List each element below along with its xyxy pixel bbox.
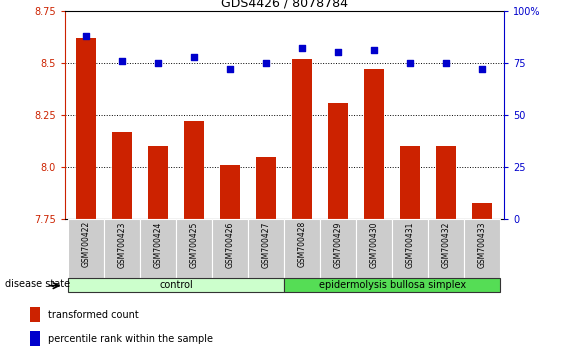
Text: GSM700431: GSM700431 — [406, 221, 415, 268]
Text: percentile rank within the sample: percentile rank within the sample — [48, 333, 213, 344]
Point — [442, 60, 451, 66]
Bar — [248, 219, 284, 278]
Text: GSM700427: GSM700427 — [262, 221, 271, 268]
Bar — [400, 147, 420, 219]
Text: GSM700428: GSM700428 — [298, 221, 307, 268]
Text: transformed count: transformed count — [48, 310, 138, 320]
Point — [190, 54, 199, 59]
Bar — [30, 331, 40, 346]
Bar — [221, 165, 240, 219]
Text: GSM700430: GSM700430 — [370, 221, 379, 268]
Bar — [284, 278, 501, 292]
Point — [118, 58, 127, 64]
Bar — [68, 278, 284, 292]
Text: disease state: disease state — [5, 279, 70, 289]
Bar — [68, 219, 104, 278]
Bar — [176, 219, 212, 278]
Bar — [328, 103, 348, 219]
Text: GSM700424: GSM700424 — [154, 221, 163, 268]
Bar — [392, 219, 428, 278]
Bar — [364, 69, 384, 219]
Text: GSM700426: GSM700426 — [226, 221, 235, 268]
Point — [406, 60, 415, 66]
Bar — [256, 157, 276, 219]
Bar — [284, 219, 320, 278]
Text: GSM700429: GSM700429 — [334, 221, 343, 268]
Title: GDS4426 / 8078784: GDS4426 / 8078784 — [221, 0, 348, 10]
Text: epidermolysis bullosa simplex: epidermolysis bullosa simplex — [319, 280, 466, 290]
Bar — [30, 307, 40, 322]
Point — [370, 47, 379, 53]
Bar — [104, 219, 140, 278]
Bar — [428, 219, 464, 278]
Bar — [464, 219, 501, 278]
Bar — [320, 219, 356, 278]
Bar — [149, 147, 168, 219]
Bar — [212, 219, 248, 278]
Bar — [292, 59, 312, 219]
Bar — [140, 219, 176, 278]
Bar — [113, 132, 132, 219]
Text: GSM700422: GSM700422 — [82, 221, 91, 268]
Text: control: control — [159, 280, 193, 290]
Text: GSM700425: GSM700425 — [190, 221, 199, 268]
Bar — [185, 121, 204, 219]
Bar — [472, 203, 492, 219]
Text: GSM700433: GSM700433 — [478, 221, 487, 268]
Point — [226, 66, 235, 72]
Bar — [436, 147, 456, 219]
Point — [334, 50, 343, 55]
Point — [298, 45, 307, 51]
Bar — [77, 38, 96, 219]
Point — [262, 60, 271, 66]
Point — [478, 66, 487, 72]
Text: GSM700423: GSM700423 — [118, 221, 127, 268]
Text: GSM700432: GSM700432 — [442, 221, 451, 268]
Point — [82, 33, 91, 39]
Bar — [356, 219, 392, 278]
Point — [154, 60, 163, 66]
